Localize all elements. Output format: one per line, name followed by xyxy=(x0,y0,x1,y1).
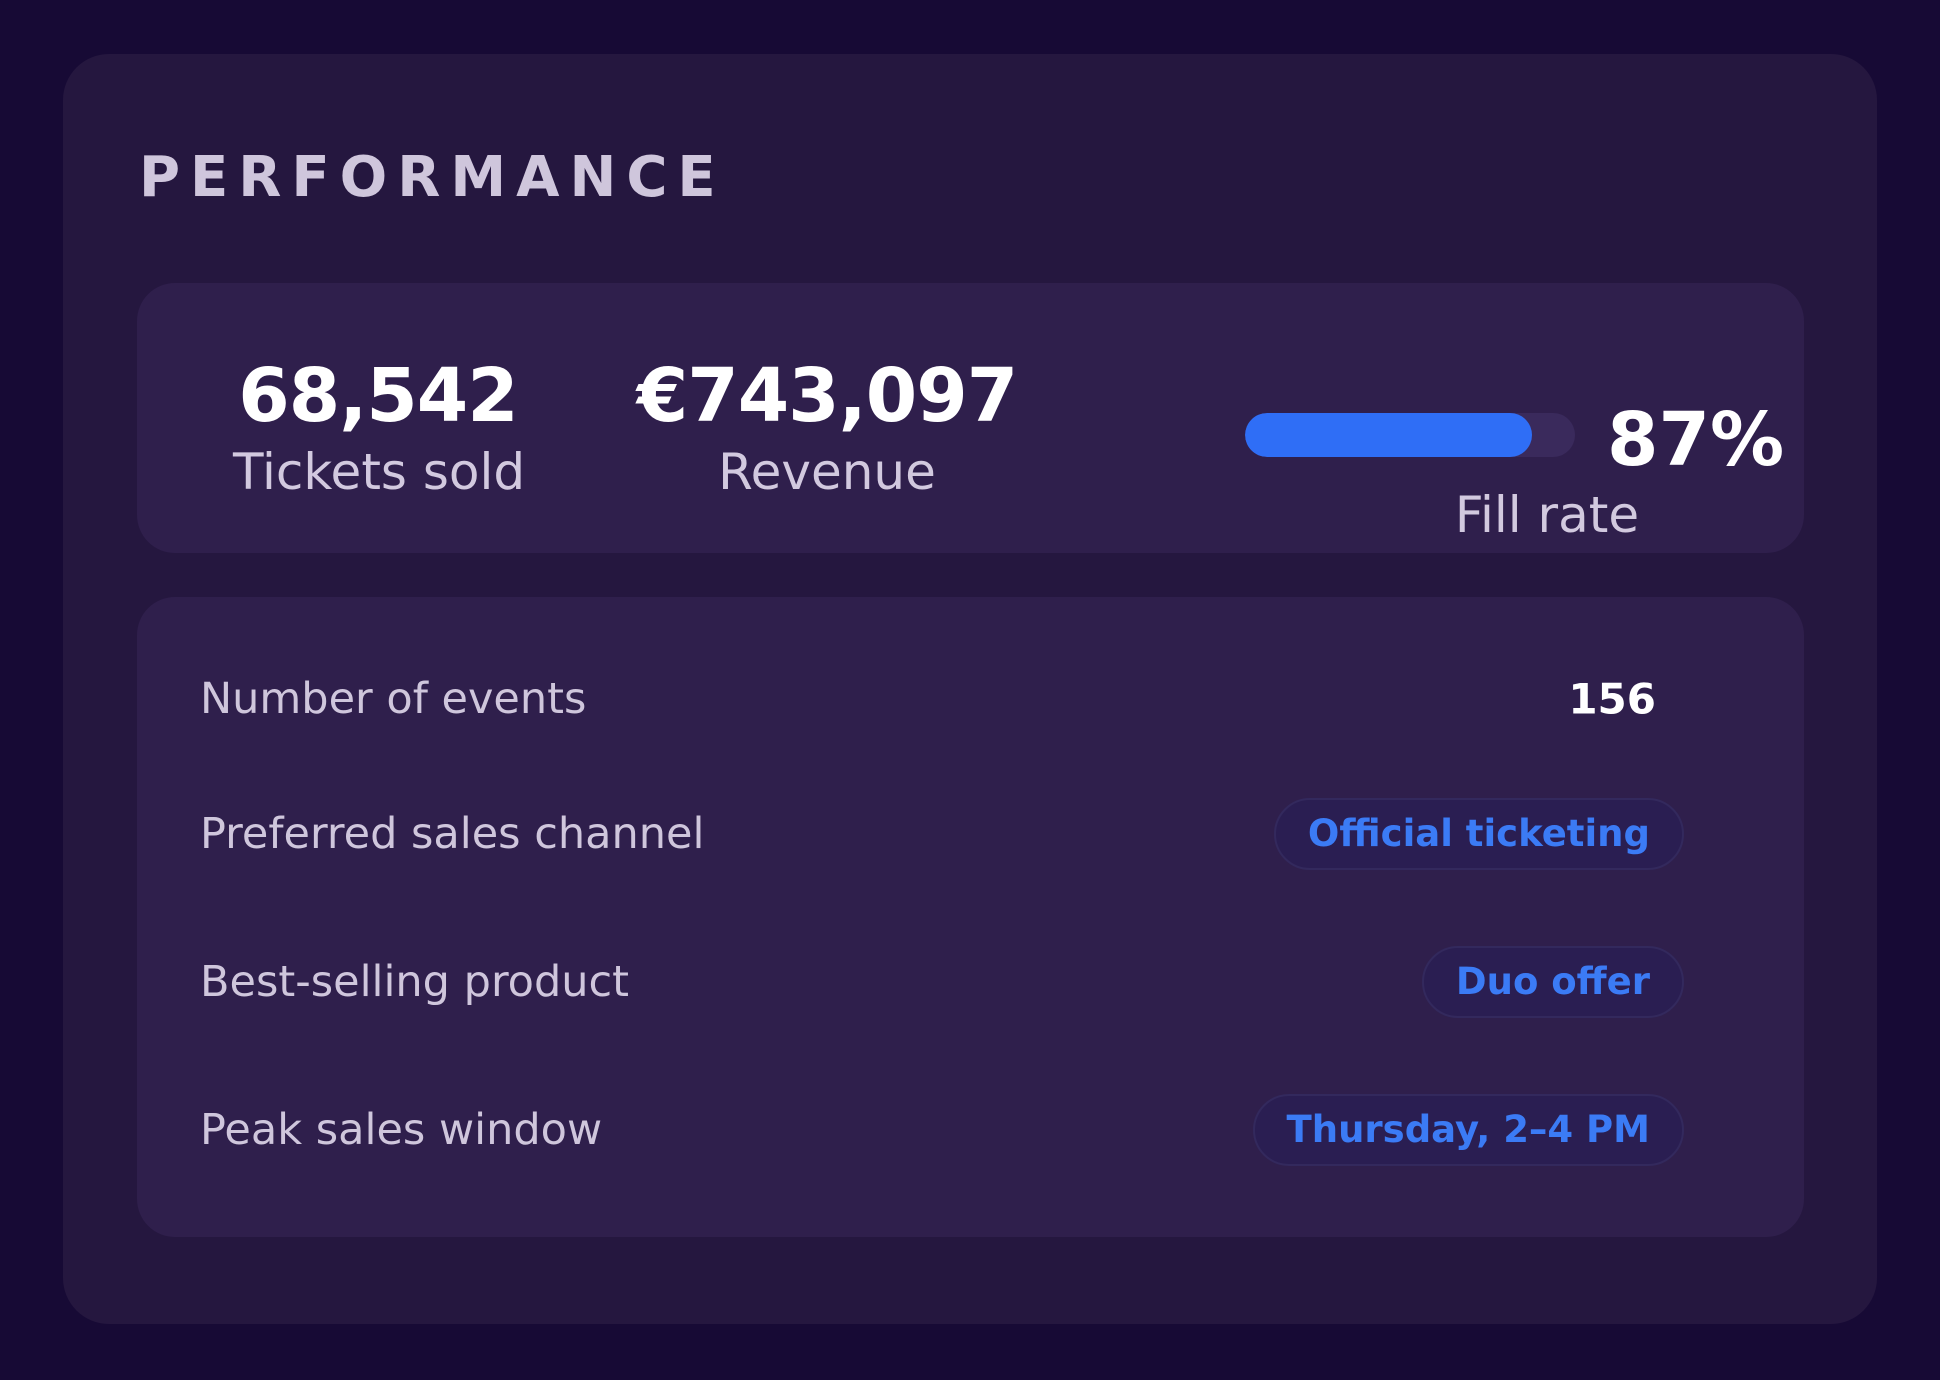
kpi-tickets-sold: 68,542 Tickets sold xyxy=(233,359,523,497)
fill-rate-progress-bar xyxy=(1245,413,1532,457)
fill-rate-label: Fill rate xyxy=(1437,490,1657,540)
sales-channel-badge: Official ticketing xyxy=(1274,798,1684,870)
number-of-events-value: 156 xyxy=(1568,675,1656,724)
detail-row-best-selling-product: Best-selling product Duo offer xyxy=(200,942,1672,1022)
fill-rate-progress-track xyxy=(1245,413,1575,457)
kpi-panel: 68,542 Tickets sold €743,097 Revenue 87%… xyxy=(137,283,1804,553)
tickets-sold-label: Tickets sold xyxy=(233,447,523,497)
best-selling-product-badge: Duo offer xyxy=(1422,946,1684,1018)
detail-label: Preferred sales channel xyxy=(200,809,704,859)
revenue-value: €743,097 xyxy=(627,359,1027,433)
detail-label: Best-selling product xyxy=(200,957,629,1007)
detail-label: Number of events xyxy=(200,674,586,724)
revenue-label: Revenue xyxy=(627,447,1027,497)
kpi-revenue: €743,097 Revenue xyxy=(627,359,1027,497)
detail-row-peak-sales-window: Peak sales window Thursday, 2–4 PM xyxy=(200,1090,1672,1170)
detail-row-preferred-sales-channel: Preferred sales channel Official ticketi… xyxy=(200,794,1672,874)
section-title: PERFORMANCE xyxy=(139,150,726,206)
peak-sales-window-badge: Thursday, 2–4 PM xyxy=(1253,1094,1685,1166)
detail-row-number-of-events: Number of events 156 xyxy=(200,659,1672,739)
detail-label: Peak sales window xyxy=(200,1105,602,1155)
tickets-sold-value: 68,542 xyxy=(233,359,523,433)
fill-rate-value: 87% xyxy=(1607,403,1784,477)
